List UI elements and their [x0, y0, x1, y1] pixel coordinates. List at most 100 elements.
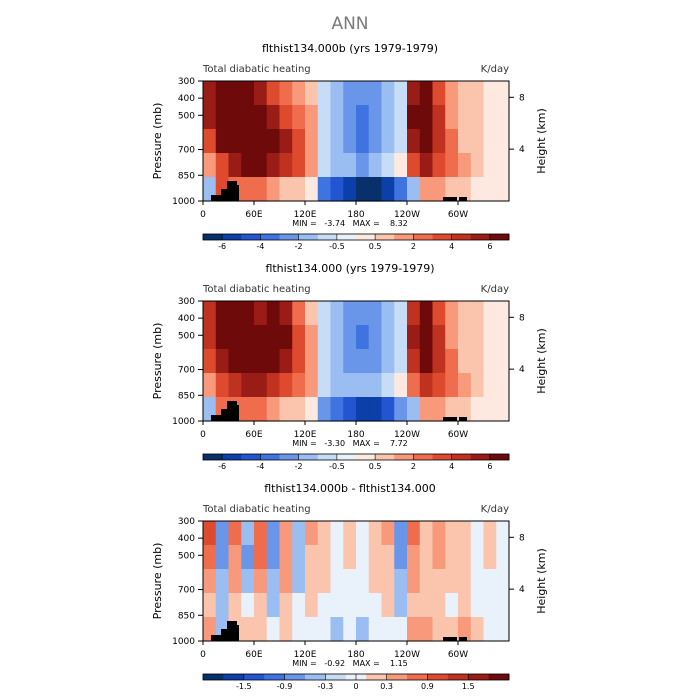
- heatmap-cell: [228, 129, 242, 154]
- heatmap-cell: [330, 105, 344, 130]
- y-tick-label: 700: [178, 366, 195, 376]
- colorbar-segment: [375, 234, 395, 240]
- topography-mask: [459, 197, 467, 201]
- heatmap-cell: [407, 81, 421, 106]
- heatmap-cell: [266, 105, 281, 130]
- heatmap-cell: [241, 569, 255, 594]
- colorbar-segment: [447, 674, 469, 680]
- heatmap-cell: [470, 349, 485, 374]
- heatmap-cell: [317, 129, 332, 154]
- colorbar-segment: [305, 674, 326, 680]
- heatmap-cell: [330, 521, 344, 546]
- heatmap-cell: [305, 325, 319, 350]
- heatmap-cell: [356, 177, 370, 202]
- colorbar-segment: [279, 234, 300, 240]
- heatmap-cell: [215, 105, 230, 130]
- colorbar-segment: [394, 234, 414, 240]
- heatmap-cell: [394, 325, 408, 350]
- colorbar-segment: [222, 234, 242, 240]
- heatmap-cell: [407, 593, 421, 618]
- heatmap-cell: [368, 301, 383, 326]
- heatmap-cell: [445, 81, 459, 106]
- heatmap-cell: [394, 105, 408, 130]
- heatmap-cell: [381, 593, 395, 618]
- heatmap-cell: [381, 301, 395, 326]
- heatmap-cell: [470, 617, 485, 642]
- heatmap-cell: [317, 373, 332, 398]
- heatmap-cell: [343, 521, 357, 546]
- heatmap-cell: [470, 397, 485, 422]
- heatmap-cell: [368, 325, 383, 350]
- heatmap-cell: [241, 521, 255, 546]
- heatmap-cell: [203, 545, 217, 570]
- heatmap-cell: [279, 105, 293, 130]
- y-tick-label: 300: [178, 297, 195, 307]
- heatmap-cell: [432, 593, 446, 618]
- heatmap-cell: [445, 397, 459, 422]
- colorbar-segment: [451, 234, 472, 240]
- colorbar-label: 0: [353, 682, 358, 691]
- heatmap-cell: [407, 569, 421, 594]
- heatmap-cell: [343, 105, 357, 130]
- heatmap-cell: [203, 373, 217, 398]
- colorbar-label: 0.5: [369, 462, 382, 471]
- heatmap-cell: [279, 545, 293, 570]
- heatmap-cell: [279, 81, 293, 106]
- heatmap-cell: [254, 521, 268, 546]
- heatmap-cell: [343, 325, 357, 350]
- heatmap-cell: [394, 177, 408, 202]
- heatmap-cell: [203, 593, 217, 618]
- heatmap-cell: [381, 325, 395, 350]
- topography-mask: [443, 197, 457, 201]
- heatmap-cell: [266, 569, 281, 594]
- heatmap-cell: [483, 521, 497, 546]
- heatmap-cell: [241, 349, 255, 374]
- heatmap-cell: [432, 617, 446, 642]
- heatmap-cell: [203, 81, 217, 106]
- heatmap-cell: [432, 105, 446, 130]
- colorbar-segment: [284, 674, 306, 680]
- heatmap-cell: [432, 397, 446, 422]
- heatmap-cell: [483, 153, 497, 178]
- heatmap-cell: [241, 105, 255, 130]
- min-max-stats: MIN = -0.92 MAX = 1.15: [292, 659, 408, 668]
- heatmap-cell: [419, 325, 434, 350]
- colorbar-label: 2: [411, 242, 416, 251]
- heatmap-cell: [330, 177, 344, 202]
- heatmap-cell: [445, 593, 459, 618]
- topography-mask: [443, 417, 457, 421]
- colorbar-segment: [386, 674, 408, 680]
- heatmap-cell: [394, 153, 408, 178]
- heatmap-cell: [241, 397, 255, 422]
- heatmap-cell: [266, 129, 281, 154]
- colorbar-label: -0.9: [277, 682, 293, 691]
- heatmap-cell: [458, 593, 472, 618]
- heatmap-cell: [228, 301, 242, 326]
- heatmap-cell: [458, 569, 472, 594]
- topography-mask: [233, 625, 239, 641]
- heatmap-cell: [483, 373, 497, 398]
- heatmap-cell: [317, 301, 332, 326]
- heatmap-cell: [330, 569, 344, 594]
- topography-mask: [227, 401, 237, 421]
- x-tick-label: 120E: [294, 430, 317, 440]
- heatmap-cell: [445, 325, 459, 350]
- heatmap-cell: [305, 569, 319, 594]
- colorbar-segment: [325, 674, 347, 680]
- y-tick-label: 1000: [172, 417, 195, 427]
- figure-main-title: ANN: [331, 14, 369, 34]
- heatmap-cell: [445, 617, 459, 642]
- heatmap-cell: [305, 153, 319, 178]
- heatmap-cell: [266, 349, 281, 374]
- heatmap-cell: [407, 397, 421, 422]
- heatmap-cell: [330, 373, 344, 398]
- colorbar-label: 2: [411, 462, 416, 471]
- colorbar-label: 4: [449, 242, 454, 251]
- heatmap-cell: [241, 81, 255, 106]
- colorbar-label: -0.5: [329, 462, 345, 471]
- height-tick-label: 8: [519, 93, 525, 103]
- heatmap-cell: [458, 105, 472, 130]
- heatmap-cell: [381, 129, 395, 154]
- heatmap-cell: [330, 545, 344, 570]
- topography-mask: [443, 637, 457, 641]
